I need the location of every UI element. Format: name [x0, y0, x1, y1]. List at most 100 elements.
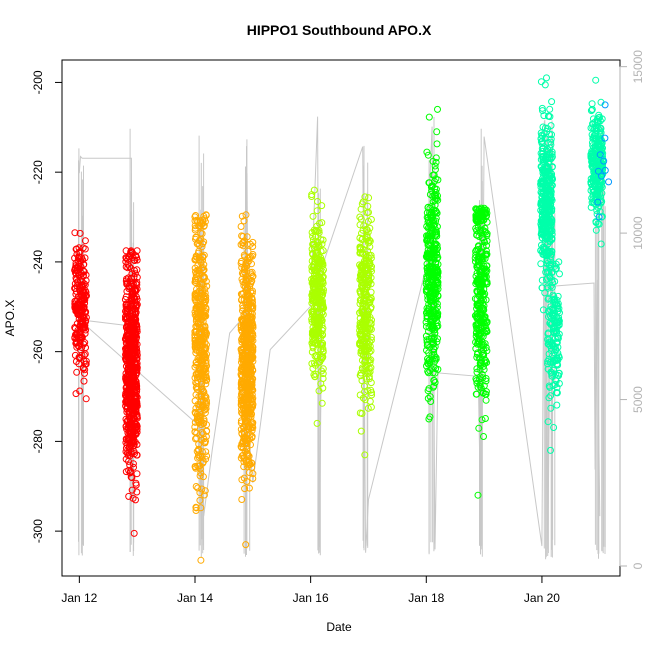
data-point [131, 310, 139, 318]
data-point [483, 280, 491, 288]
data-point [547, 256, 555, 264]
data-point [548, 216, 556, 224]
y-tick-label: -280 [31, 429, 45, 453]
data-point [71, 284, 79, 292]
data-point [357, 205, 365, 213]
data-point [196, 401, 204, 409]
data-point [592, 176, 600, 184]
data-point [483, 218, 491, 226]
data-point [587, 107, 595, 115]
data-point [363, 272, 371, 279]
data-point [244, 291, 252, 299]
data-point [312, 370, 320, 378]
data-point [360, 323, 368, 331]
data-point [308, 360, 316, 368]
data-point [199, 273, 207, 281]
data-point [125, 358, 133, 365]
data-point [193, 285, 200, 293]
data-point [431, 298, 439, 306]
data-point [539, 107, 546, 115]
data-point [598, 172, 605, 180]
data-point [77, 333, 85, 341]
data-point [546, 191, 553, 199]
data-point [77, 317, 85, 325]
data-point [426, 393, 434, 401]
data-point [196, 339, 204, 347]
data-point [479, 342, 487, 350]
data-point [546, 105, 554, 113]
data-point [594, 118, 602, 126]
data-point [547, 170, 555, 178]
data-point [481, 415, 489, 422]
data-point [309, 281, 317, 289]
data-point [72, 269, 79, 277]
data-point [538, 104, 546, 112]
data-point [474, 312, 482, 320]
data-point [596, 183, 604, 190]
data-point [548, 283, 556, 291]
data-point [194, 262, 202, 270]
data-point [432, 217, 440, 225]
data-point [478, 266, 486, 274]
data-point [424, 246, 432, 254]
data-point [479, 290, 487, 298]
data-point [131, 267, 138, 275]
data-point [479, 305, 487, 312]
data-point [129, 287, 137, 295]
data-point [365, 369, 373, 377]
data-point [239, 239, 247, 247]
altitude-line [77, 116, 601, 557]
data-point [129, 410, 137, 418]
data-point [361, 451, 369, 459]
data-point [539, 179, 547, 186]
data-point [481, 255, 489, 263]
data-point [473, 325, 481, 333]
data-point [554, 307, 562, 315]
y-tick-label: -260 [31, 339, 45, 363]
data-point [196, 489, 204, 497]
data-point [130, 318, 138, 325]
data-point [588, 100, 596, 108]
data-point [238, 212, 246, 220]
data-point [238, 496, 246, 503]
data-point [359, 365, 367, 373]
data-point [246, 240, 254, 248]
data-point [434, 176, 442, 184]
data-point [199, 281, 207, 289]
data-point [548, 230, 556, 238]
data-point [367, 288, 375, 296]
data-point [473, 269, 481, 277]
data-point [130, 529, 138, 537]
x-axis-label: Date [326, 620, 352, 634]
data-point [555, 372, 563, 380]
data-point [359, 351, 367, 359]
data-point [429, 192, 437, 200]
data-point [432, 307, 440, 315]
data-point [243, 442, 251, 450]
y-tick-label: -220 [31, 160, 45, 184]
data-point [311, 340, 319, 347]
data-point [356, 261, 364, 269]
data-point [198, 220, 205, 228]
data-point [198, 448, 206, 456]
data-point [192, 371, 200, 379]
data-point [82, 357, 90, 365]
data-point [197, 556, 205, 564]
data-point [539, 180, 547, 187]
data-point [200, 292, 208, 300]
data-point [545, 151, 553, 159]
data-point [360, 294, 368, 302]
data-point [200, 212, 208, 220]
data-point [241, 322, 249, 330]
data-point [553, 300, 561, 308]
data-point [243, 318, 251, 326]
data-point [544, 155, 552, 163]
data-point [546, 249, 553, 257]
data-point [71, 298, 79, 305]
data-point [483, 250, 491, 258]
data-point [476, 338, 483, 346]
data-point [240, 217, 248, 225]
data-point [481, 359, 489, 367]
data-point [588, 105, 596, 113]
